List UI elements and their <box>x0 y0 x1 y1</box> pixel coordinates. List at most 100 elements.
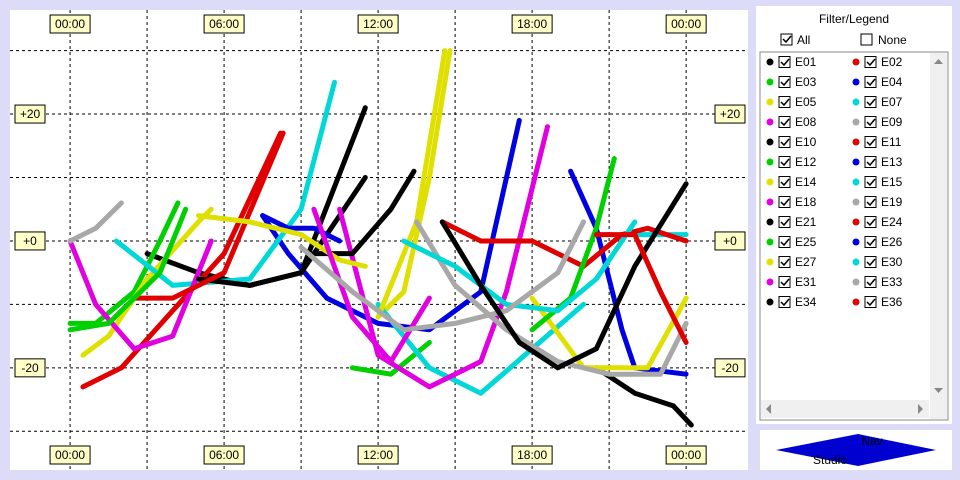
legend-label[interactable]: E12 <box>795 155 817 169</box>
legend-checkbox[interactable] <box>778 96 791 108</box>
legend-checkbox[interactable] <box>864 116 877 128</box>
x-tick-label-bottom-box <box>665 445 707 465</box>
nav-label[interactable]: Nav <box>861 434 882 448</box>
y-tick-label-right: +0 <box>723 234 737 248</box>
legend-swatch <box>852 238 860 246</box>
legend-checkbox[interactable] <box>778 196 791 208</box>
legend-title: Filter/Legend <box>819 12 889 26</box>
legend-swatch <box>766 258 774 266</box>
legend-label[interactable]: E15 <box>881 175 903 189</box>
legend-checkbox[interactable] <box>778 116 791 128</box>
legend-label[interactable]: E07 <box>881 95 903 109</box>
legend-check <box>780 118 790 127</box>
series-line <box>113 79 586 396</box>
legend-label[interactable]: E02 <box>881 55 903 69</box>
series-line <box>529 156 617 333</box>
series-line <box>195 175 694 428</box>
scroll-down[interactable] <box>934 388 943 393</box>
tick-layer: 00:00 00:00 06:00 06:00 12:00 12:00 18:00 18:00… <box>14 14 746 465</box>
nav-arrow-left <box>776 434 858 466</box>
legend-label[interactable]: E27 <box>795 255 817 269</box>
legend-swatch <box>852 298 860 306</box>
y-tick-label-right: -20 <box>721 361 739 375</box>
studio-label[interactable]: Studio <box>813 453 847 467</box>
y-tick-label-left: -20 <box>21 361 39 375</box>
legend-label[interactable]: E13 <box>881 155 903 169</box>
scrollbar[interactable] <box>930 53 947 419</box>
legend-check <box>866 218 876 227</box>
legend-label[interactable]: E19 <box>881 195 903 209</box>
legend-checkbox[interactable] <box>778 136 791 148</box>
legend-label[interactable]: E10 <box>795 135 817 149</box>
legend-checkbox[interactable] <box>864 236 877 248</box>
legend-swatch <box>766 218 774 226</box>
legend-checkbox[interactable] <box>778 296 791 308</box>
legend-label[interactable]: E14 <box>795 175 817 189</box>
legend-checkbox[interactable] <box>778 276 791 288</box>
legend-label[interactable]: E25 <box>795 235 817 249</box>
series-line <box>260 213 343 244</box>
x-tick-label-top-box <box>49 14 91 34</box>
legend-label[interactable]: E21 <box>795 215 817 229</box>
legend-checkbox[interactable] <box>864 76 877 88</box>
legend-label[interactable]: E36 <box>881 295 903 309</box>
legend: E01 E02 E03 E04 E05 E07 E08 E09 E10 E11 E12 E13 E14 E… <box>766 55 903 309</box>
legend-label[interactable]: E26 <box>881 235 903 249</box>
legend-label[interactable]: E18 <box>795 195 817 209</box>
legend-check <box>866 198 876 207</box>
filter-none[interactable]: None <box>878 33 907 47</box>
legend-checkbox[interactable] <box>778 76 791 88</box>
legend-check <box>866 238 876 247</box>
filter-all[interactable]: All <box>797 33 810 47</box>
legend-checkbox[interactable] <box>778 216 791 228</box>
legend-label[interactable]: E09 <box>881 115 903 129</box>
legend-checkbox[interactable] <box>864 196 877 208</box>
legend-label[interactable]: E04 <box>881 75 903 89</box>
x-tick-label-top: 12:00 <box>363 17 393 31</box>
legend-checkbox[interactable] <box>864 176 877 188</box>
legend-checkbox[interactable] <box>864 216 877 228</box>
series-line <box>67 206 189 333</box>
legend-checkbox[interactable] <box>864 156 877 168</box>
legend-checkbox[interactable] <box>864 256 877 268</box>
series-line <box>414 219 689 377</box>
legend-label[interactable]: E34 <box>795 295 817 309</box>
legend-label[interactable]: E24 <box>881 215 903 229</box>
legend-label[interactable]: E03 <box>795 75 817 89</box>
legend-label[interactable]: E11 <box>881 135 902 149</box>
legend-check <box>780 218 790 227</box>
legend-checkbox[interactable] <box>778 56 791 68</box>
legend-label[interactable]: E33 <box>881 275 903 289</box>
y-tick-label-left: +20 <box>20 107 41 121</box>
legend-label[interactable]: E05 <box>795 95 817 109</box>
legend-label[interactable]: E08 <box>795 115 817 129</box>
legend-checkbox[interactable] <box>864 136 877 148</box>
x-tick-label-top-box <box>665 14 707 34</box>
filter-none-checkbox[interactable] <box>860 33 873 46</box>
legend-swatch <box>766 118 774 126</box>
legend-checkbox[interactable] <box>864 276 877 288</box>
legend-label[interactable]: E30 <box>881 255 903 269</box>
legend-check <box>866 278 876 287</box>
legend-checkbox[interactable] <box>778 156 791 168</box>
h-scrollbar[interactable] <box>761 400 929 418</box>
y-tick-label-right: +20 <box>720 107 741 121</box>
legend-checkbox[interactable] <box>864 96 877 108</box>
legend-swatch <box>766 198 774 206</box>
x-tick-label-top: 06:00 <box>209 17 239 31</box>
legend-checkbox[interactable] <box>778 256 791 268</box>
legend-checkbox[interactable] <box>778 176 791 188</box>
legend-checkbox[interactable] <box>864 296 877 308</box>
legend-checkbox[interactable] <box>778 236 791 248</box>
legend-label[interactable]: E01 <box>795 55 817 69</box>
legend-label[interactable]: E31 <box>795 275 817 289</box>
series-line <box>67 238 214 352</box>
legend-check <box>866 298 876 307</box>
legend-swatch <box>766 78 774 86</box>
legend-check <box>780 258 790 267</box>
x-tick-label-top-box <box>203 14 245 34</box>
series-line <box>298 219 586 333</box>
scroll-up[interactable] <box>934 59 943 64</box>
legend-checkbox[interactable] <box>864 56 877 68</box>
filter-all-checkbox[interactable] <box>780 33 793 46</box>
